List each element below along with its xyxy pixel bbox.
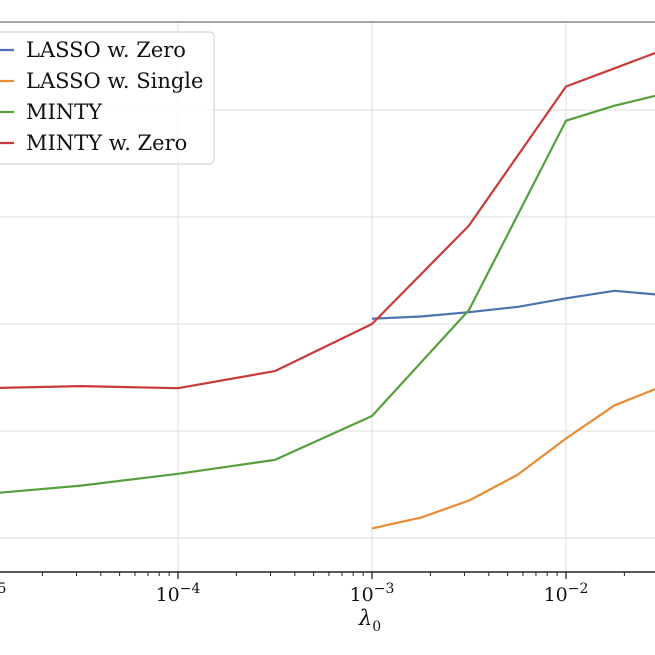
legend-label: LASSO w. Zero <box>26 38 186 62</box>
x-tick-label: 10−3 <box>350 581 395 606</box>
grid <box>0 22 655 572</box>
legend-label: MINTY w. Zero <box>26 131 187 155</box>
x-tick-label: 10−4 <box>156 581 201 606</box>
x-tick-labels: 10−5 10−4 10−3 10−2 <box>0 581 588 606</box>
legend-box <box>0 31 215 165</box>
legend-label: MINTY <box>26 100 103 124</box>
series-line-minty <box>0 94 655 494</box>
series-line-lasso-w-single <box>371 388 655 530</box>
series-layer <box>0 51 655 530</box>
series-line-minty-w-zero <box>0 51 655 390</box>
x-axis-label: λ0 <box>358 606 381 635</box>
x-tick-label: 10−2 <box>544 581 589 606</box>
x-tick-label: 10−5 <box>0 581 6 606</box>
legend: LASSO w. Zero LASSO w. Single MINTY MINTY w… <box>0 31 215 165</box>
legend-label: LASSO w. Single <box>26 69 203 93</box>
axes <box>0 21 655 579</box>
series-line-lasso-w-zero <box>371 289 655 320</box>
